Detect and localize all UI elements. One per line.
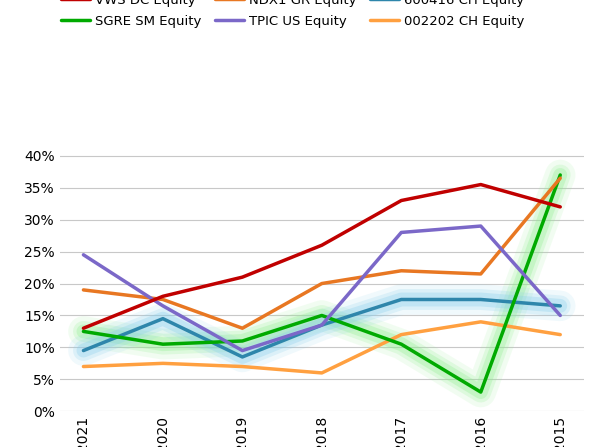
002202 CH Equity: [398, 332, 405, 337]
SGRE SM Equity: [159, 342, 166, 347]
002202 CH Equity: [557, 332, 564, 337]
Line: VWS DC Equity: VWS DC Equity: [83, 185, 560, 328]
SGRE SM Equity: [239, 338, 246, 344]
600416 CH Equity: [80, 348, 87, 353]
600416 CH Equity: [239, 354, 246, 360]
VWS DC Equity: [80, 325, 87, 331]
002202 CH Equity: [239, 364, 246, 369]
600416 CH Equity: [557, 303, 564, 308]
Legend: VWS DC Equity, SGRE SM Equity, NDX1 GR Equity, TPIC US Equity, 600416 CH Equity,: VWS DC Equity, SGRE SM Equity, NDX1 GR E…: [61, 0, 524, 28]
SGRE SM Equity: [318, 313, 325, 318]
NDX1 GR Equity: [557, 176, 564, 181]
TPIC US Equity: [80, 252, 87, 257]
VWS DC Equity: [159, 294, 166, 299]
SGRE SM Equity: [398, 342, 405, 347]
NDX1 GR Equity: [398, 268, 405, 274]
002202 CH Equity: [477, 319, 485, 325]
600416 CH Equity: [477, 297, 485, 302]
TPIC US Equity: [477, 224, 485, 229]
NDX1 GR Equity: [239, 325, 246, 331]
SGRE SM Equity: [557, 172, 564, 177]
SGRE SM Equity: [80, 329, 87, 334]
TPIC US Equity: [318, 322, 325, 328]
600416 CH Equity: [398, 297, 405, 302]
TPIC US Equity: [159, 303, 166, 308]
NDX1 GR Equity: [477, 271, 485, 277]
600416 CH Equity: [159, 316, 166, 321]
TPIC US Equity: [398, 230, 405, 235]
TPIC US Equity: [557, 313, 564, 318]
TPIC US Equity: [239, 348, 246, 353]
Line: SGRE SM Equity: SGRE SM Equity: [83, 175, 560, 392]
Line: TPIC US Equity: TPIC US Equity: [83, 226, 560, 350]
NDX1 GR Equity: [159, 297, 166, 302]
VWS DC Equity: [477, 182, 485, 187]
002202 CH Equity: [318, 370, 325, 375]
NDX1 GR Equity: [318, 281, 325, 286]
VWS DC Equity: [239, 274, 246, 280]
Line: 002202 CH Equity: 002202 CH Equity: [83, 322, 560, 373]
Line: NDX1 GR Equity: NDX1 GR Equity: [83, 178, 560, 328]
VWS DC Equity: [557, 204, 564, 210]
600416 CH Equity: [318, 322, 325, 328]
Line: 600416 CH Equity: 600416 CH Equity: [83, 299, 560, 357]
NDX1 GR Equity: [80, 287, 87, 293]
002202 CH Equity: [159, 361, 166, 366]
002202 CH Equity: [80, 364, 87, 369]
VWS DC Equity: [398, 198, 405, 203]
VWS DC Equity: [318, 243, 325, 248]
SGRE SM Equity: [477, 389, 485, 395]
